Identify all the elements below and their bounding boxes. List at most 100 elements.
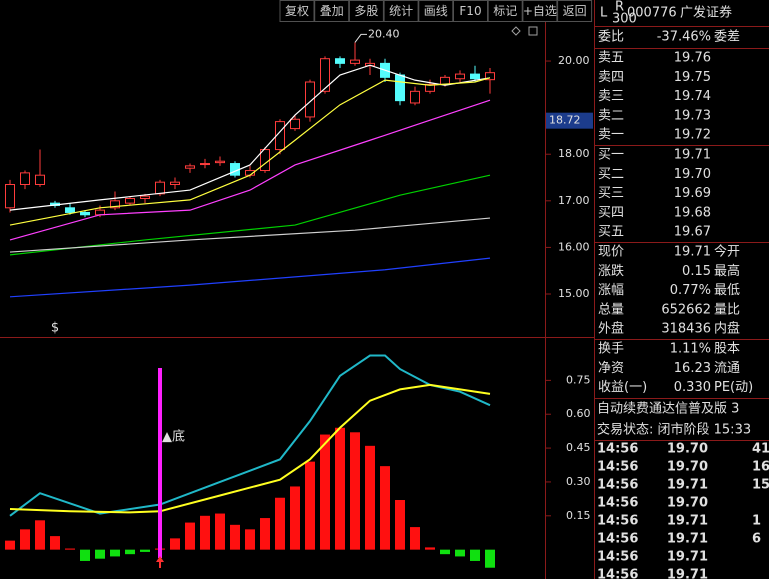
candle-body [35,174,45,186]
bar [80,549,90,561]
bar [380,466,390,550]
y-tick-label: 15.00 [558,287,590,300]
icon[interactable] [528,26,538,36]
tick-volume: 6 [752,532,761,547]
bar [65,548,75,550]
tick-price: 19.70 [667,496,708,511]
toolbar-label[interactable]: 统计 [389,4,413,18]
row-value: 19.70 [674,167,711,182]
bar [185,522,195,550]
toolbar-button[interactable] [314,0,350,22]
row-value: 19.68 [674,205,711,220]
row-value: 0.77% [670,283,711,298]
toolbar-label[interactable]: 多股 [354,4,378,18]
icon[interactable] [511,26,521,36]
y-tick-label: 18.00 [558,147,590,160]
tick-volume: 1 [752,514,761,529]
bar [290,486,300,550]
row-label: 买三 [598,186,624,201]
toolbar-label[interactable]: +自选 [523,4,557,18]
bar [305,461,315,550]
last-price-box [546,112,593,129]
high-flag [354,33,367,43]
row-value: 652662 [661,302,711,317]
market-flag: L [600,6,608,21]
bar [5,540,15,550]
y-tick-label: 20.00 [558,54,590,67]
tick-time: 14:56 [597,496,638,511]
toolbar-button[interactable] [279,0,315,22]
bar [425,547,435,550]
row-label: 总量 [598,302,624,317]
toolbar-button[interactable] [522,0,558,22]
signal-label: ▲底 [162,429,185,445]
candle-body [200,163,210,166]
toolbar-label[interactable]: 标记 [493,4,517,18]
toolbar-button[interactable] [487,0,523,22]
row-value: 318436 [661,322,711,337]
toolbar-label[interactable]: F10 [459,4,481,18]
moving-average [9,99,491,241]
toolbar-label[interactable]: 复权 [285,4,309,18]
signal-arrow [156,556,164,568]
row-label: 卖五 [598,51,624,66]
row-label: 最高 [714,263,740,279]
row-value: 19.76 [674,51,711,66]
bar [395,500,405,550]
y-tick-label: 0.60 [566,407,591,420]
row-label: 买一 [598,148,624,163]
tick-time: 14:56 [597,478,638,493]
bar [320,434,330,550]
y-tick-label: 0.15 [566,509,591,522]
row-value: -37.46% [657,30,711,45]
bar [245,529,255,550]
tick-price: 19.70 [667,460,708,475]
moving-average [9,217,491,253]
row-value: 19.75 [674,70,711,85]
bar [470,549,480,561]
row-label: 最低 [714,283,740,298]
candle-body [125,197,135,204]
candle-body [140,195,150,199]
bar [20,529,30,550]
tick-price: 19.71 [667,568,708,579]
y-tick-label: 17.00 [558,194,590,207]
row-label: 委差 [714,30,740,45]
candle-body [320,58,330,92]
moving-average [9,64,491,211]
toolbar-label[interactable]: 画线 [424,4,448,18]
row-value: 16.23 [674,361,711,376]
toolbar: 复权 叠加 多股 统计 画线 F10 标记 +自选 返回 [279,0,593,22]
row-label: 卖二 [598,108,624,123]
row-label: 买五 [598,225,624,240]
toolbar-label[interactable]: 返回 [563,4,587,18]
toolbar-button[interactable] [557,0,593,22]
candle-body [20,172,30,186]
tick-volume: 15 [752,478,769,493]
toolbar-button[interactable] [383,0,419,22]
candle-body [80,211,90,216]
bar [200,515,210,550]
row-value: 19.72 [674,128,711,143]
toolbar-label[interactable]: 叠加 [320,4,344,18]
notice: 自动续费通达信普及版 3 [597,402,739,417]
row-label: 现价 [598,245,624,260]
candle-body [485,72,495,81]
toolbar-button[interactable] [418,0,454,22]
toolbar-button[interactable] [348,0,384,22]
indicator-line [9,383,491,514]
high-annotation: 20.40 [368,27,400,40]
stock-code: 000776 [627,6,677,21]
row-label: PE(动) [714,380,753,395]
row-value: 0.330 [674,380,711,395]
window-icons [511,26,538,36]
bar [35,520,45,550]
candle-body [440,76,450,85]
row-label: 股本 [714,342,740,357]
row-value: 19.73 [674,108,711,123]
toolbar-button[interactable] [453,0,488,22]
row-label: 涨幅 [598,283,624,298]
trade-status: 交易状态: 闭市阶段 15:33 [597,422,751,438]
